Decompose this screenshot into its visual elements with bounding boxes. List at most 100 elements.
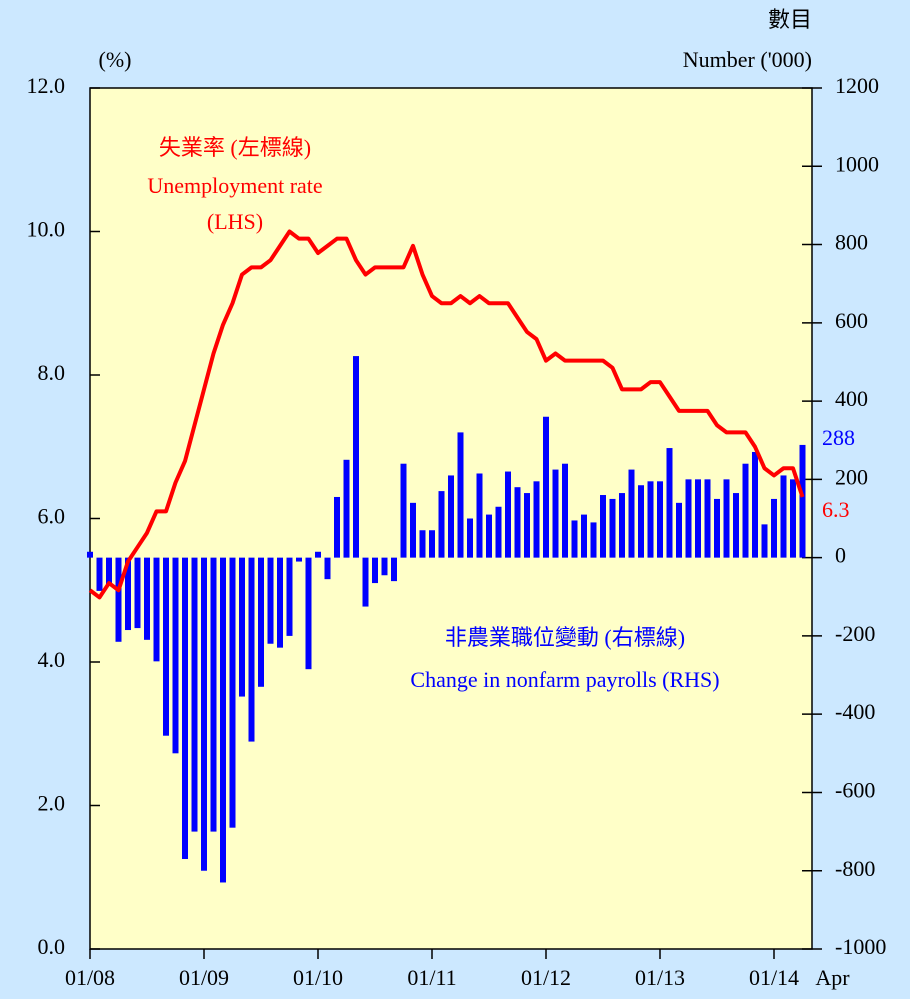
bar — [267, 557, 274, 644]
bar — [638, 485, 644, 558]
bar — [600, 495, 606, 558]
bar — [277, 557, 283, 648]
bar — [581, 514, 587, 558]
y-tick-label: 6.0 — [38, 504, 66, 529]
y2-tick-label: -200 — [835, 621, 875, 646]
bar — [191, 557, 198, 832]
x-tick-label: 01/08 — [65, 965, 115, 990]
bar — [400, 463, 407, 558]
bar — [201, 557, 207, 871]
x-tick-label: 01/11 — [407, 965, 456, 990]
y2-axis-label: 數目 — [768, 7, 812, 32]
bar — [733, 493, 739, 558]
y2-tick-label: 0 — [835, 543, 846, 568]
bar — [334, 496, 340, 558]
bar — [790, 479, 796, 558]
bar — [429, 530, 435, 558]
x-tick-label: 01/09 — [179, 965, 229, 990]
bar — [115, 557, 122, 642]
bar — [286, 557, 293, 636]
y-axis-label: (%) — [99, 47, 132, 72]
bar — [543, 416, 549, 558]
x-tick-label: 01/12 — [521, 965, 571, 990]
y2-tick-label: 200 — [835, 464, 868, 489]
bar — [685, 479, 692, 558]
y-tick-label: 8.0 — [38, 360, 66, 385]
series-label: 失業率 (左標線) — [159, 135, 311, 160]
bar — [486, 514, 492, 558]
bar — [153, 557, 160, 662]
y2-tick-label: -1000 — [835, 934, 886, 959]
bar — [239, 557, 245, 697]
bar — [780, 475, 787, 558]
bar — [343, 459, 350, 558]
bar — [505, 471, 511, 558]
bar — [372, 557, 378, 584]
y2-tick-label: -400 — [835, 699, 875, 724]
series-label: (LHS) — [207, 209, 263, 234]
bar — [134, 557, 141, 629]
bar — [220, 557, 226, 883]
x-tick-label: 01/13 — [635, 965, 685, 990]
bar — [676, 502, 682, 558]
bar — [87, 551, 93, 558]
bar — [657, 481, 663, 558]
x-tick-label: 01/14 — [749, 965, 799, 990]
line — [88, 229, 805, 600]
bar — [752, 451, 758, 558]
bar — [628, 469, 635, 558]
bar — [419, 530, 426, 558]
bar — [381, 557, 388, 576]
y2-tick-label: 1200 — [835, 73, 879, 98]
y2-tick-label: 1000 — [835, 151, 879, 176]
y2-axis-label: Number ('000) — [683, 47, 812, 72]
bar — [609, 498, 616, 558]
x-tick-label: 01/10 — [293, 965, 343, 990]
y2-tick-label: 800 — [835, 230, 868, 255]
bar — [258, 557, 264, 687]
bar — [533, 481, 540, 558]
y-tick-label: 10.0 — [27, 217, 66, 242]
x-tick-label: Apr — [815, 965, 850, 990]
bar — [524, 493, 530, 558]
y-tick-label: 12.0 — [27, 73, 66, 98]
bar — [695, 479, 701, 558]
bar — [704, 479, 711, 558]
bar — [324, 557, 331, 580]
bar — [163, 557, 169, 736]
y2-tick-label: 600 — [835, 308, 868, 333]
y-tick-label: 4.0 — [38, 647, 66, 672]
series-label: Unemployment rate — [147, 173, 322, 198]
data-label: 6.3 — [822, 497, 850, 522]
bar — [514, 487, 521, 558]
series-label: Change in nonfarm payrolls (RHS) — [410, 667, 719, 692]
bar — [771, 498, 777, 558]
bar — [457, 432, 464, 558]
bar — [106, 557, 112, 586]
bar — [438, 491, 445, 558]
y-tick-label: 2.0 — [38, 791, 66, 816]
y-tick-label: 0.0 — [38, 934, 66, 959]
bar — [362, 557, 369, 607]
data-label: 288 — [822, 425, 855, 450]
bar — [248, 557, 255, 742]
y2-tick-label: -800 — [835, 856, 875, 881]
bar — [647, 481, 654, 558]
bar — [315, 551, 321, 558]
bar — [799, 444, 806, 558]
bar — [714, 498, 720, 558]
bar — [448, 475, 454, 558]
bar — [391, 557, 397, 582]
series-label: 非農業職位變動 (右標線) — [445, 625, 685, 650]
bar — [410, 502, 416, 558]
bar — [619, 493, 625, 558]
bar — [476, 473, 483, 558]
bar — [495, 506, 502, 558]
bar — [590, 522, 597, 558]
bar — [353, 356, 359, 558]
bar — [210, 557, 217, 832]
bar — [723, 479, 730, 558]
bar — [125, 557, 131, 631]
bar — [305, 557, 312, 670]
